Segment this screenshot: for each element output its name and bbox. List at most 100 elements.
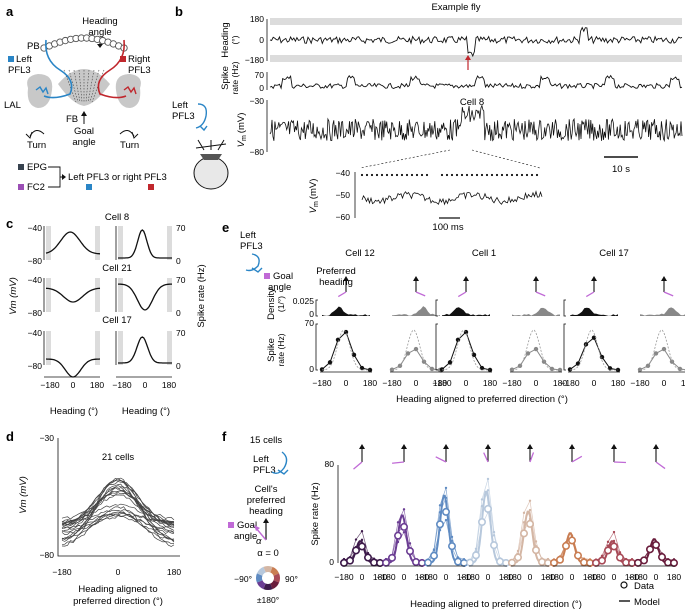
f-data-mean bbox=[351, 546, 360, 555]
e-tuning-line bbox=[441, 331, 491, 371]
e-x-tick: 0 bbox=[534, 378, 539, 388]
vm-axis-symbol: V bbox=[236, 139, 247, 147]
e-tuning-line bbox=[639, 348, 685, 371]
inset-spike-dot bbox=[360, 173, 364, 177]
f-pref-arrow-head bbox=[485, 444, 491, 449]
c-tuning-curve bbox=[45, 231, 101, 255]
fb-column-line bbox=[89, 69, 100, 103]
e-plots bbox=[315, 276, 685, 373]
c-shade bbox=[46, 226, 51, 260]
f-wheel-segment bbox=[273, 573, 280, 583]
c-cell-17: Cell 17 bbox=[102, 315, 132, 326]
vm-axis-label: Vm(mV) bbox=[236, 113, 248, 148]
vm-axis-unit: (mV) bbox=[236, 113, 247, 134]
e-tuning-line bbox=[569, 336, 619, 371]
f-data-mean bbox=[573, 551, 582, 560]
right-pfl3-neuron bbox=[97, 39, 127, 99]
vm-tick-neg30: −30 bbox=[250, 96, 265, 106]
spike-axis-label-2: rate (Hz) bbox=[230, 61, 240, 94]
e-pref-arrow-head bbox=[343, 276, 349, 281]
c-x-tick-neg180-2: −180 bbox=[112, 380, 131, 390]
e-goal-arrow bbox=[337, 291, 347, 298]
f-x-tick: 0 bbox=[528, 572, 533, 582]
e-spike-bracket bbox=[435, 323, 438, 371]
inset-spike-dot bbox=[495, 173, 499, 177]
e-goal-label-1: Goal bbox=[273, 271, 293, 282]
f-goal-arrow bbox=[435, 456, 447, 463]
inset-spike-dot bbox=[455, 173, 459, 177]
lal-label: LAL bbox=[4, 100, 21, 111]
d-cell-curve bbox=[61, 485, 175, 543]
f-goal-arrow bbox=[529, 452, 535, 463]
cell-8-label: Cell 8 bbox=[460, 97, 484, 108]
e-spike-label-2: rate (Hz) bbox=[276, 333, 286, 366]
c-shade bbox=[167, 226, 172, 260]
c-vm-axis-label: Vm (mV) bbox=[8, 277, 19, 314]
d-title: 21 cells bbox=[102, 452, 134, 463]
inset-spike-dot bbox=[460, 173, 464, 177]
spike-tick-0: 0 bbox=[259, 83, 264, 93]
schematic-arrow-head bbox=[62, 174, 66, 180]
e-x-tick: 0 bbox=[464, 378, 469, 388]
f-wheel-segment bbox=[263, 566, 273, 573]
f-data-mean bbox=[513, 553, 522, 562]
f-data-mean bbox=[531, 546, 540, 555]
fly-b-neuron bbox=[195, 103, 208, 132]
inset-spike-dot bbox=[465, 173, 469, 177]
e-density-label-1: Density bbox=[266, 288, 277, 320]
inset-scalebar-label: 100 ms bbox=[432, 222, 463, 233]
e-spike-bracket bbox=[315, 323, 318, 371]
goal-arrow-head bbox=[81, 111, 87, 116]
f-legend-data: Data bbox=[634, 581, 655, 592]
f-data-mean bbox=[423, 558, 432, 567]
c-x-tick-180-2: 180 bbox=[162, 380, 176, 390]
inset-spike-dot bbox=[415, 173, 419, 177]
e-model-curve bbox=[511, 329, 560, 371]
f-x-tick: 0 bbox=[402, 572, 407, 582]
f-data-mean bbox=[651, 540, 660, 549]
e-fly-label-1: Left bbox=[240, 230, 256, 241]
f-x-ticks: −180 0 180−180 0 180−180 0 180−180 0 180−180 0 180… bbox=[334, 572, 681, 582]
f-goal-arrow bbox=[392, 461, 405, 464]
f-wheel-segment bbox=[256, 580, 266, 590]
f-alpha-zero: α = 0 bbox=[257, 548, 279, 559]
f-x-tick: −180 bbox=[418, 572, 437, 582]
c-rate-tick-top-1: 70 bbox=[176, 223, 186, 233]
inset-spike-dot bbox=[365, 173, 369, 177]
f-data-mean bbox=[597, 556, 606, 565]
d-xlabel-2: preferred direction (°) bbox=[73, 596, 163, 607]
f-x-tick: −180 bbox=[628, 572, 647, 582]
panel-e-label: e bbox=[222, 220, 229, 235]
c-rate-tick-bot-1: 0 bbox=[176, 256, 181, 266]
e-pref-arrow-head bbox=[661, 276, 667, 281]
e-goal-arrow bbox=[663, 291, 674, 297]
c-tuning-curve bbox=[118, 229, 172, 259]
e-x-ticks: −180 0 180 −180 0 180−180 0 180 −180 0 180−180 0 180… bbox=[312, 378, 685, 388]
f-data-mean bbox=[615, 553, 624, 562]
heading-tick-0: 0 bbox=[259, 35, 264, 45]
f-text-1: Cell's bbox=[255, 484, 278, 495]
fb-column-line bbox=[73, 69, 81, 103]
left-pfl3-swatch bbox=[8, 56, 14, 62]
f-wheel-bottom: ±180° bbox=[257, 595, 279, 605]
d-cell-curve bbox=[61, 513, 175, 531]
e-x-tick: −180 bbox=[630, 378, 649, 388]
e-x-tick: 180 bbox=[363, 378, 377, 388]
f-x-tick: 0 bbox=[486, 572, 491, 582]
spike-axis-label-1: Spike bbox=[220, 66, 231, 90]
f-wheel-right: 90° bbox=[285, 574, 298, 584]
right-pfl3-swatch bbox=[120, 56, 126, 62]
e-x-tick: 180 bbox=[681, 378, 685, 388]
f-data-mean bbox=[441, 507, 450, 516]
pb-label: PB bbox=[27, 41, 40, 52]
inset-tick-neg50: −50 bbox=[336, 190, 351, 200]
f-data-mean bbox=[435, 520, 444, 529]
inset-spike-dot bbox=[475, 173, 479, 177]
f-wheel-segment bbox=[255, 573, 263, 583]
schematic-right-swatch bbox=[148, 184, 154, 190]
inset-spike-dot bbox=[530, 173, 534, 177]
fb-column-line bbox=[63, 69, 77, 103]
d-lines bbox=[61, 477, 175, 547]
turn-left-arrowhead bbox=[25, 131, 33, 139]
left-pfl3-label-1: Left bbox=[16, 54, 32, 65]
